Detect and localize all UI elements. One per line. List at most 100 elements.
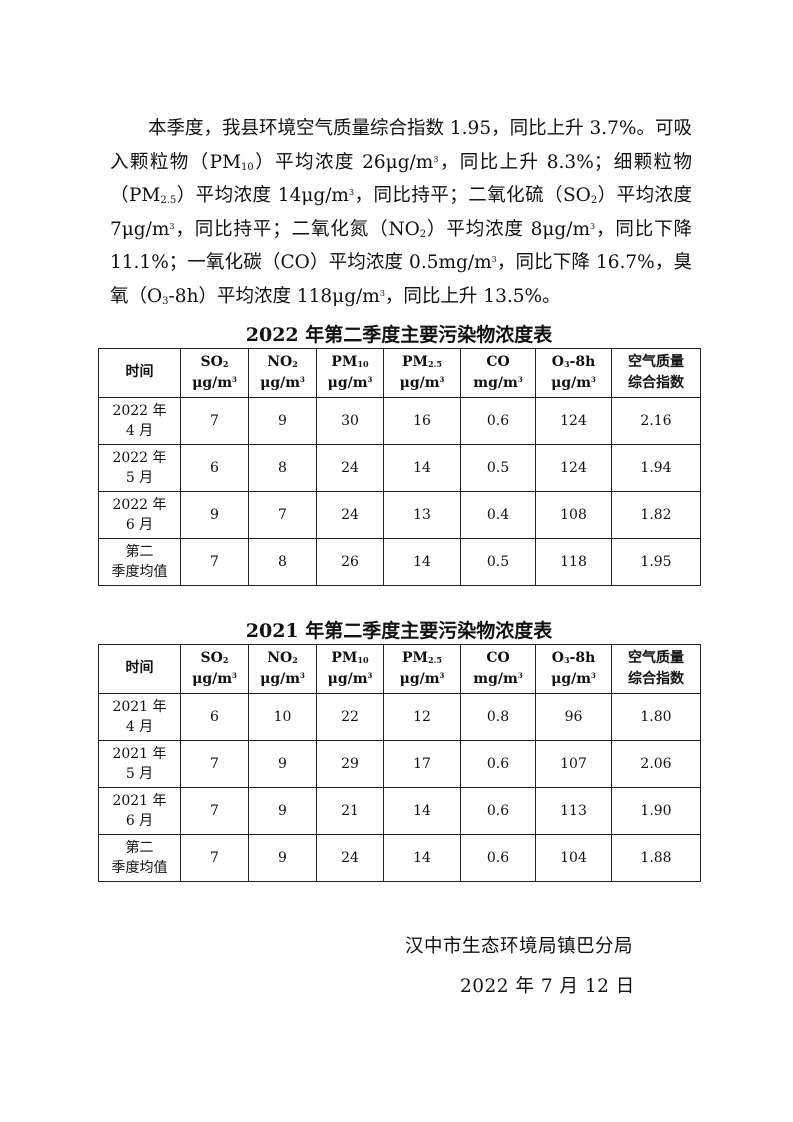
value-cell: 7 [180,833,249,882]
table-row: 2021 年 4 月 6 10 22 12 0.8 96 1.80 [98,692,701,741]
header-sup: 3 [439,374,445,384]
header-unit: μg/m [399,374,440,391]
superscript: 3 [433,154,439,164]
value-cell: 10 [248,692,317,741]
value-cell: 7 [248,490,317,539]
pollutant-table-2022: 时间 SO2 μg/m3 NO2 μg/m3 PM10 μg/m3 PM2.5 μg/m3 CO m… [98,347,701,586]
header-name: CO [486,353,510,370]
column-header: NO2 μg/m3 [248,643,317,694]
value-cell: 0.5 [460,537,536,586]
subscript: 3 [162,295,169,307]
value-cell: 9 [248,833,317,882]
table-row: 第二 季度均值 7 9 24 14 0.6 104 1.88 [98,833,701,882]
value-cell: 0.6 [460,396,536,445]
value-cell: 9 [248,739,317,788]
period-cell: 2022 年 5 月 [98,443,181,492]
value-cell: 14 [383,786,461,835]
header-name2: -8h [569,649,596,666]
header-unit: μg/m [551,374,592,391]
subscript: 2.5 [160,195,177,207]
column-header: SO2 μg/m3 [180,347,249,398]
text-segment: ）平均浓度 8μg/m [426,218,591,240]
value-cell: 17 [383,739,461,788]
header-sub: 2 [292,358,298,369]
table-row: 2021 年 6 月 7 9 21 14 0.6 113 1.90 [98,786,701,835]
column-header: CO mg/m3 [460,347,536,398]
header-sup: 3 [591,374,596,384]
period-cell: 第二 季度均值 [98,537,181,586]
header-sub: 2.5 [428,654,442,665]
text-segment: ，同比下降 16.7%，臭氧（O [110,252,693,307]
header-name: CO [486,649,510,666]
text-segment: ，同比上升 13.5%。 [384,285,561,307]
header-sub: 10 [357,654,369,665]
column-header: PM10 μg/m3 [316,347,384,398]
text-segment: ）平均浓度 26μg/m [253,151,434,173]
header-sub: 3 [563,358,570,369]
value-cell: 30 [316,396,384,445]
header-sub: 2 [222,358,229,369]
header-sub: 10 [357,358,369,369]
value-cell: 2.16 [611,396,701,445]
value-cell: 6 [180,443,249,492]
value-cell: 9 [248,786,317,835]
header-unit: mg/m [473,374,518,391]
value-cell: 12 [383,692,461,741]
header-sub: 3 [563,654,570,665]
text-segment: ，同比持平；二氧化氮（NO [174,218,420,240]
header-unit: 综合指数 [628,374,684,391]
value-cell: 1.90 [611,786,701,835]
value-cell: 24 [316,443,384,492]
value-cell: 14 [383,833,461,882]
header-unit: μg/m [260,670,301,687]
period-cell: 2021 年 4 月 [98,692,181,741]
text-segment: ，同比持平；二氧化硫（SO [354,185,591,207]
value-cell: 7 [180,786,249,835]
value-cell: 0.4 [460,490,536,539]
column-header: O3-8h μg/m3 [535,347,612,398]
value-cell: 0.6 [460,786,536,835]
header-name: O [551,649,564,666]
issue-date: 2022 年 7 月 12 日 [460,975,635,997]
header-sup: 3 [300,670,305,680]
superscript: 3 [491,255,497,265]
header-name2: -8h [569,353,596,370]
superscript: 3 [590,221,596,231]
header-sup: 3 [591,670,596,680]
text-segment: ，同比上升 8.3%；细颗粒物（PM [110,151,692,207]
column-header: NO2 μg/m3 [248,347,317,398]
header-name: 时间 [125,660,154,677]
period-cell: 2021 年 6 月 [98,786,181,835]
value-cell: 9 [180,490,249,539]
header-name: PM [402,353,429,370]
header-unit: μg/m [260,374,301,391]
period-cell: 第二 季度均值 [98,833,181,882]
superscript: 3 [379,288,385,298]
value-cell: 108 [535,490,612,539]
header-sub: 2.5 [428,358,442,369]
header-unit: mg/m [473,670,518,687]
table-row: 2022 年 4 月 7 9 30 16 0.6 124 2.16 [98,396,701,445]
period-cell: 2022 年 6 月 [98,490,181,539]
subscript: 2 [590,195,598,207]
period-cell: 2021 年 5 月 [98,739,181,788]
column-header: SO2 μg/m3 [180,643,249,694]
value-cell: 7 [180,739,249,788]
column-header: 时间 [98,347,181,398]
column-header: 空气质量 综合指数 [611,643,701,694]
table-row: 2021 年 5 月 7 9 29 17 0.6 107 2.06 [98,739,701,788]
value-cell: 26 [316,537,384,586]
value-cell: 7 [180,537,249,586]
header-sub: 2 [292,654,298,665]
value-cell: 0.6 [460,833,536,882]
text-segment: ，同比下降 11.1%；一氧化碳（CO）平均浓度 0.5mg/m [110,218,692,274]
text-segment: -8h）平均浓度 118μg/m [168,285,380,307]
value-cell: 124 [535,443,612,492]
value-cell: 9 [248,396,317,445]
header-unit: μg/m [192,670,233,687]
value-cell: 13 [383,490,461,539]
header-name: NO [267,649,293,666]
subscript: 10 [241,161,254,173]
value-cell: 6 [180,692,249,741]
header-unit: μg/m [327,374,368,391]
